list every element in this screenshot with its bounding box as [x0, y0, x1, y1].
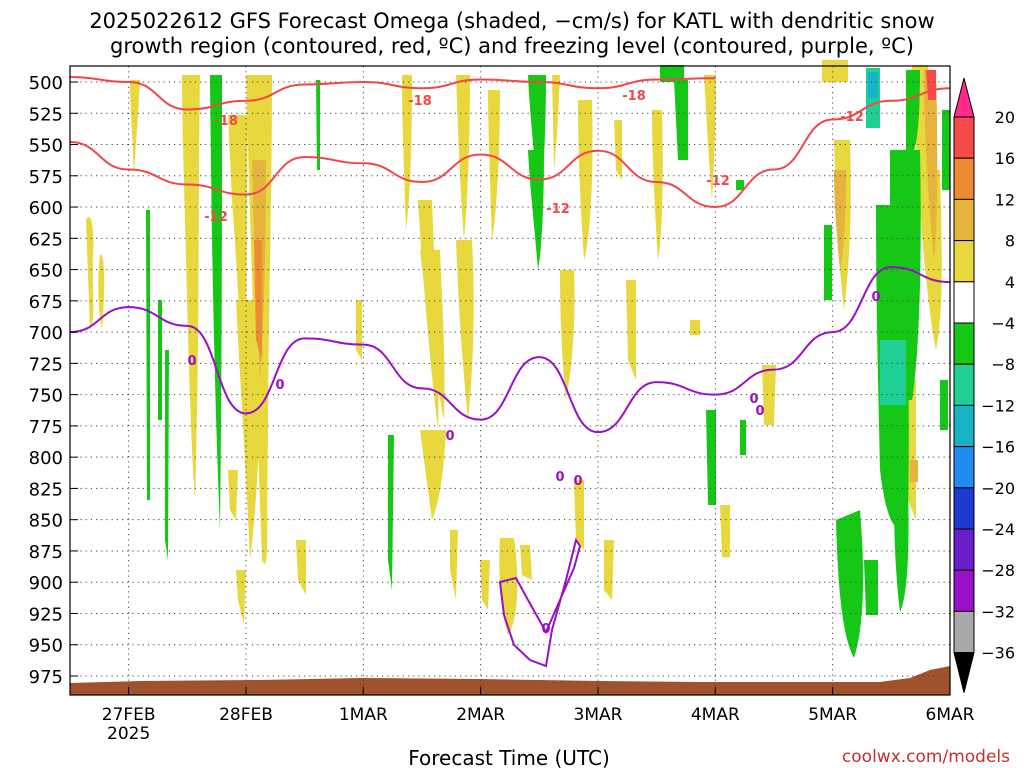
- colorbar-label: −20: [981, 479, 1015, 498]
- colorbar-segment: [953, 116, 975, 159]
- chart-title-line2: growth region (contoured, red, ºC) and f…: [110, 34, 914, 58]
- y-tick-label: 575: [29, 167, 63, 188]
- dgz-contour-label: -18: [408, 94, 432, 109]
- colorbar: 20 16 12 8 4 −4 −8 −12 −16 −20 −24 −28 −32 −36: [953, 77, 1015, 693]
- plot-frame: [69, 65, 951, 696]
- y-tick-label: 725: [29, 354, 63, 375]
- freezing-level-label: 0: [755, 404, 764, 419]
- colorbar-label: −32: [981, 602, 1015, 621]
- y-tick-label: 775: [29, 417, 63, 438]
- freezing-level-label: 0: [871, 290, 880, 305]
- colorbar-label: −8: [991, 355, 1015, 374]
- colorbar-label: 20: [995, 108, 1015, 127]
- colorbar-segment: [953, 322, 975, 365]
- dgz-contour: [69, 75, 716, 111]
- colorbar-segment: [953, 528, 975, 571]
- x-tick-label: 27FEB: [102, 705, 156, 725]
- colorbar-label: −12: [981, 396, 1015, 415]
- colorbar-segment: [953, 404, 975, 448]
- x-tick-label: 5MAR: [808, 705, 857, 725]
- colorbar-segment: [953, 363, 975, 406]
- dgz-contour-label: -12: [706, 174, 730, 189]
- y-tick-label: 925: [29, 604, 63, 625]
- x-tick-label: 28FEB: [219, 705, 273, 725]
- colorbar-segment: [953, 198, 975, 242]
- dgz-contour-label: -18: [214, 114, 238, 129]
- credit-text: coolwx.com/models: [842, 747, 1010, 767]
- y-tick-label: 500: [29, 73, 63, 94]
- colorbar-label: −24: [981, 520, 1015, 539]
- freezing-level-label: 0: [555, 470, 564, 485]
- y-tick-label: 950: [29, 636, 63, 657]
- freezing-level-label: 0: [187, 354, 196, 369]
- colorbar-label: 12: [995, 190, 1015, 209]
- freezing-level-loop: [498, 537, 582, 668]
- y-tick-label: 650: [29, 261, 63, 282]
- chart-title-line1: 2025022612 GFS Forecast Omega (shaded, −…: [89, 9, 934, 33]
- y-tick-label: 850: [29, 511, 63, 532]
- colorbar-label: −4: [991, 314, 1015, 333]
- terrain-ground: [70, 666, 950, 695]
- x-tick-label: 3MAR: [574, 705, 623, 725]
- colorbar-label: −28: [981, 561, 1015, 580]
- dgz-contour-label: -12: [204, 210, 228, 225]
- x-axis-label: Forecast Time (UTC): [408, 746, 610, 768]
- y-tick-label: 700: [29, 323, 63, 344]
- grid: [70, 66, 951, 695]
- colorbar-segment: [953, 240, 975, 283]
- axes: 500 525 550 575 600 625 650 675 700 725 750 775 800 8…: [29, 65, 975, 744]
- y-tick-label: 800: [29, 448, 63, 469]
- y-tick-label: 675: [29, 292, 63, 313]
- colorbar-label: −16: [981, 438, 1015, 457]
- x-tick-year-label: 2025: [107, 724, 150, 744]
- x-tick-label: 4MAR: [691, 705, 740, 725]
- y-tick-label: 600: [29, 198, 63, 219]
- y-tick-label: 875: [29, 542, 63, 563]
- dgz-contour: [69, 87, 951, 209]
- y-tick-label: 625: [29, 229, 63, 250]
- freezing-level-contour: [69, 266, 951, 434]
- colorbar-segment: [953, 281, 975, 324]
- freezing-level-label: 0: [749, 392, 758, 407]
- colorbar-segment: [953, 569, 975, 612]
- dgz-contour-label: -12: [840, 110, 864, 125]
- colorbar-top-arrow: [953, 77, 975, 118]
- colorbar-label: −36: [981, 644, 1015, 663]
- y-tick-label: 750: [29, 386, 63, 407]
- y-tick-label: 825: [29, 479, 63, 500]
- dgz-contour-label: -12: [546, 202, 570, 217]
- x-tick-label: 1MAR: [339, 705, 388, 725]
- colorbar-bottom-arrow: [953, 652, 975, 693]
- omega-shading: [86, 60, 950, 658]
- freezing-level-label: 0: [445, 429, 454, 444]
- colorbar-label: 16: [995, 149, 1015, 168]
- freezing-level-label: 0: [541, 622, 550, 637]
- colorbar-label: 4: [1005, 273, 1015, 292]
- x-tick-label: 2MAR: [456, 705, 505, 725]
- y-tick-label: 975: [29, 667, 63, 688]
- y-tick-label: 900: [29, 573, 63, 594]
- y-tick-label: 525: [29, 104, 63, 125]
- x-tick-label: 6MAR: [926, 705, 975, 725]
- dgz-contour-label: -18: [622, 89, 646, 104]
- colorbar-segment: [953, 446, 975, 489]
- colorbar-segment: [953, 610, 975, 654]
- y-tick-label: 550: [29, 136, 63, 157]
- colorbar-segment: [953, 487, 975, 530]
- freezing-level-label: 0: [573, 474, 582, 489]
- colorbar-label: 8: [1005, 232, 1015, 251]
- freezing-level-label: 0: [275, 378, 284, 393]
- colorbar-segment: [953, 157, 975, 200]
